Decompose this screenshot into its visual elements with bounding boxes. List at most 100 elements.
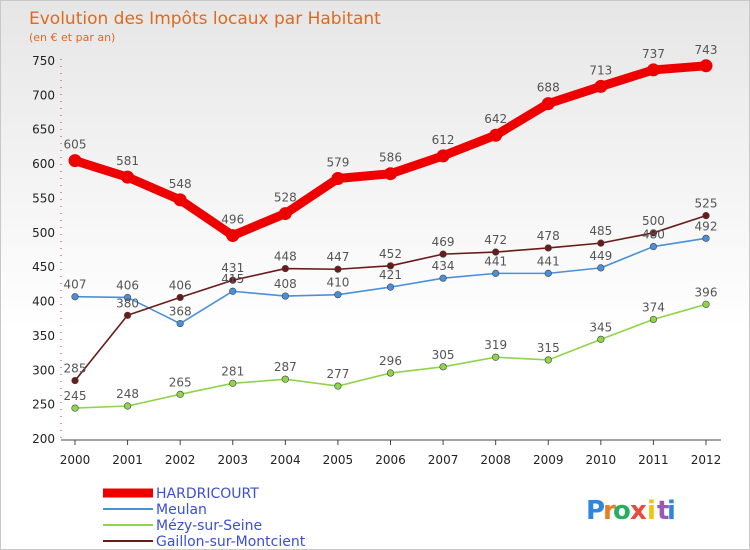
data-label: 713 — [589, 63, 612, 77]
y-tick-label: 200 — [32, 432, 55, 446]
y-tick-label: 750 — [32, 54, 55, 68]
legend-label: Mézy-sur-Seine — [156, 518, 262, 534]
data-point — [71, 404, 79, 412]
x-tick-label: 2002 — [165, 453, 196, 467]
data-label: 245 — [64, 389, 87, 403]
data-point — [544, 269, 552, 277]
data-point — [649, 242, 658, 251]
data-point — [334, 382, 342, 390]
x-tick-label: 2008 — [480, 453, 511, 467]
data-point — [386, 283, 395, 291]
data-label: 407 — [64, 278, 87, 292]
y-tick-label: 400 — [32, 295, 55, 309]
y-tick-label: 650 — [32, 123, 55, 137]
data-point — [436, 149, 450, 163]
y-tick-label: 700 — [32, 88, 55, 102]
data-point — [544, 244, 552, 252]
data-label: 548 — [169, 177, 192, 191]
logo-letter: o — [613, 496, 631, 526]
data-point — [544, 356, 552, 364]
data-point — [229, 379, 237, 387]
data-label: 480 — [642, 228, 665, 242]
data-label: 525 — [695, 197, 718, 211]
legend-label: Meulan — [156, 502, 207, 518]
data-point — [278, 207, 292, 221]
data-label: 315 — [537, 341, 560, 355]
x-tick-label: 2005 — [323, 453, 354, 467]
data-point — [699, 59, 713, 73]
data-point — [229, 287, 237, 295]
data-label: 305 — [432, 348, 455, 362]
x-tick-label: 2012 — [691, 453, 722, 467]
data-label: 265 — [169, 375, 192, 389]
y-tick-label: 450 — [32, 260, 55, 274]
data-label: 368 — [169, 305, 192, 319]
data-point — [702, 300, 710, 308]
data-point — [702, 234, 710, 242]
data-label: 248 — [116, 387, 139, 401]
chart-title: Evolution des Impôts locaux par Habitant — [29, 9, 381, 29]
data-point — [594, 79, 608, 93]
y-tick-label: 300 — [32, 363, 55, 377]
data-label: 406 — [169, 278, 192, 292]
data-label: 469 — [432, 235, 455, 249]
series-points — [68, 59, 713, 412]
x-tick-label: 2001 — [112, 453, 143, 467]
data-label: 449 — [589, 249, 612, 263]
logo-letter: x — [630, 496, 647, 526]
data-point — [229, 276, 237, 284]
data-label: 374 — [642, 300, 665, 314]
data-point — [281, 292, 289, 300]
data-label: 281 — [221, 364, 244, 378]
data-point — [121, 170, 135, 184]
logo-letter: i — [667, 496, 676, 526]
data-label: 500 — [642, 214, 665, 228]
y-tick-label: 250 — [32, 398, 55, 412]
data-label: 485 — [589, 224, 612, 238]
data-point — [439, 250, 447, 258]
data-point — [384, 167, 397, 181]
data-label: 581 — [116, 154, 139, 168]
data-label: 410 — [326, 276, 349, 290]
data-label: 441 — [537, 254, 560, 268]
data-point — [334, 291, 342, 299]
data-point — [702, 212, 710, 220]
data-point — [281, 264, 289, 273]
logo-letter: P — [586, 496, 605, 526]
logo-letter: t — [657, 496, 669, 526]
proxiti-logo: Pro x i ti — [586, 496, 676, 526]
axes: 200 250 300 350 400 450 500 550 600 650 700 750 2000… — [32, 54, 721, 467]
data-point — [123, 311, 132, 319]
data-point — [541, 97, 555, 111]
data-label: 396 — [695, 285, 718, 299]
data-point — [176, 293, 184, 302]
data-point — [492, 248, 500, 256]
x-tick-label: 2006 — [375, 453, 406, 467]
data-label: 408 — [274, 277, 297, 291]
data-label: 528 — [274, 191, 297, 205]
data-label: 277 — [326, 367, 349, 381]
data-point — [597, 335, 605, 343]
data-point — [123, 402, 132, 410]
data-point — [646, 63, 660, 77]
data-label: 447 — [326, 250, 349, 264]
data-label: 472 — [484, 233, 507, 247]
data-point — [226, 229, 240, 243]
data-label: 496 — [221, 213, 244, 227]
y-tick-label: 500 — [32, 226, 55, 240]
data-label: 421 — [379, 268, 402, 282]
x-tick-label: 2009 — [533, 453, 564, 467]
data-label: 605 — [64, 138, 87, 152]
data-point — [492, 269, 500, 277]
data-label: 380 — [116, 296, 139, 310]
x-tick-label: 2007 — [428, 453, 459, 467]
data-point — [281, 375, 289, 383]
data-point — [334, 265, 342, 273]
legend-label: HARDRICOURT — [156, 486, 259, 502]
data-label: 448 — [274, 250, 297, 264]
data-label: 431 — [221, 261, 244, 275]
data-label: 612 — [432, 133, 455, 147]
data-point — [649, 315, 658, 324]
data-label: 406 — [116, 278, 139, 292]
data-label: 642 — [484, 112, 507, 126]
